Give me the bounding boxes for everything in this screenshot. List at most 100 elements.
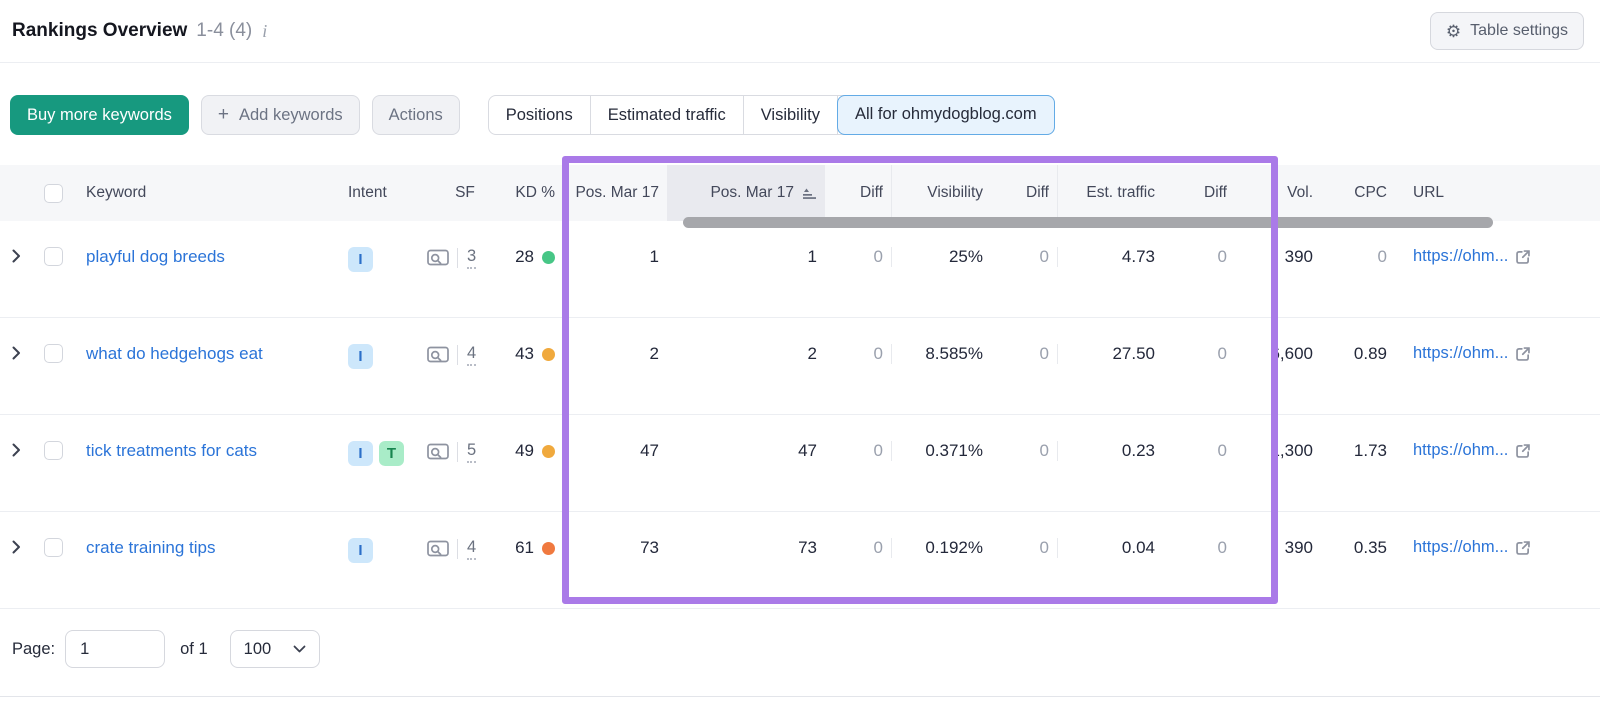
volume-value: 390 [1284, 247, 1313, 266]
keyword-link[interactable]: crate training tips [86, 538, 216, 557]
col-header-kd[interactable]: KD % [515, 184, 555, 201]
sf-divider [457, 539, 458, 559]
visibility-diff-value: 0 [1039, 247, 1049, 266]
cpc-value: 1.73 [1353, 441, 1387, 460]
col-header-diff-vis[interactable]: Diff [1026, 184, 1049, 201]
add-keywords-button[interactable]: + Add keywords [200, 95, 360, 135]
expand-chevron-icon[interactable] [10, 441, 23, 459]
page-size-select[interactable]: 100 [229, 630, 320, 668]
keyword-link[interactable]: tick treatments for cats [86, 441, 257, 460]
title-bar: Rankings Overview 1-4 (4) i ⚙ Table sett… [0, 0, 1600, 63]
col-header-diff-traffic[interactable]: Diff [1204, 184, 1227, 201]
segment-all-for-domain[interactable]: All for ohmydogblog.com [837, 95, 1055, 135]
col-header-sf[interactable]: SF [455, 184, 475, 201]
expand-chevron-icon[interactable] [10, 344, 23, 362]
horizontal-scrollbar[interactable] [683, 217, 1493, 228]
pos-diff-value: 0 [873, 538, 883, 557]
external-link-icon[interactable] [1515, 346, 1531, 362]
bottom-divider [0, 696, 1600, 697]
row-checkbox[interactable] [44, 538, 63, 557]
intent-badge-informational[interactable]: I [348, 441, 373, 466]
visibility-value: 8.585% [891, 344, 991, 364]
traffic-diff-value: 0 [1217, 247, 1227, 266]
traffic-diff-value: 0 [1217, 344, 1227, 363]
volume-value: 1,300 [1270, 441, 1313, 460]
serp-features-count[interactable]: 4 [467, 538, 477, 560]
serp-features-icon[interactable] [427, 249, 449, 268]
intent-badge-informational[interactable]: I [348, 538, 373, 563]
page-label: Page: [12, 639, 56, 658]
col-header-visibility[interactable]: Visibility [891, 165, 991, 221]
info-icon[interactable]: i [262, 20, 268, 41]
row-checkbox[interactable] [44, 441, 63, 460]
est-traffic-value: 0.04 [1057, 538, 1163, 558]
buy-more-keywords-button[interactable]: Buy more keywords [10, 95, 189, 135]
url-link[interactable]: https://ohm... [1413, 538, 1509, 556]
col-header-pos-prev[interactable]: Pos. Mar 17 [575, 184, 659, 201]
col-header-keyword[interactable]: Keyword [86, 184, 147, 201]
col-header-url[interactable]: URL [1413, 184, 1445, 201]
page-count-label: of 1 [180, 639, 208, 658]
col-header-diff-pos[interactable]: Diff [860, 184, 883, 201]
serp-features-count[interactable]: 3 [467, 247, 477, 269]
table-header-row: Keyword Intent SF KD % Pos. Mar 17 Pos. … [0, 165, 1600, 221]
plus-icon: + [217, 104, 229, 125]
expand-chevron-icon[interactable] [10, 538, 23, 556]
url-link[interactable]: https://ohm... [1413, 441, 1509, 459]
intent-badge-transactional[interactable]: T [379, 441, 404, 466]
pos-diff-value: 0 [873, 247, 883, 266]
serp-features-icon[interactable] [427, 443, 449, 462]
expand-chevron-icon[interactable] [10, 247, 23, 265]
kd-difficulty-dot [542, 541, 555, 555]
intent-badge-informational[interactable]: I [348, 247, 373, 272]
serp-features-count[interactable]: 5 [467, 441, 477, 463]
actions-button[interactable]: Actions [371, 95, 460, 135]
pos-prev-value: 73 [640, 538, 659, 557]
pos-prev-value: 2 [649, 344, 659, 363]
pos-curr-value: 73 [798, 538, 817, 557]
page-number-input[interactable] [65, 630, 166, 668]
volume-value: 6,600 [1270, 344, 1313, 363]
metric-segmented-control: Positions Estimated traffic Visibility A… [487, 95, 1055, 135]
pagination-bar: Page: of 1 100 [0, 609, 1600, 668]
gear-icon: ⚙ [1445, 21, 1462, 41]
table-row: crate training tips I 4 61 73 73 0 0.192… [0, 512, 1600, 609]
external-link-icon[interactable] [1515, 249, 1531, 265]
url-link[interactable]: https://ohm... [1413, 247, 1509, 265]
kd-difficulty-dot [542, 347, 555, 361]
sort-ascending-icon [802, 187, 817, 200]
col-header-cpc[interactable]: CPC [1354, 184, 1387, 201]
table-row: tick treatments for cats I T 5 49 47 47 … [0, 415, 1600, 512]
keyword-link[interactable]: playful dog breeds [86, 247, 225, 266]
table-settings-button[interactable]: ⚙ Table settings [1429, 12, 1584, 50]
row-checkbox[interactable] [44, 247, 63, 266]
segment-visibility[interactable]: Visibility [744, 96, 838, 134]
keyword-link[interactable]: what do hedgehogs eat [86, 344, 263, 363]
kd-value: 49 [515, 441, 534, 460]
segment-positions[interactable]: Positions [489, 96, 591, 134]
pos-prev-value: 1 [649, 247, 659, 266]
col-header-pos-curr[interactable]: Pos. Mar 17 [667, 165, 825, 221]
serp-features-icon[interactable] [427, 346, 449, 365]
serp-features-icon[interactable] [427, 540, 449, 559]
col-header-est-traffic[interactable]: Est. traffic [1057, 165, 1163, 221]
table-row: playful dog breeds I 3 28 1 1 0 25% 0 4.… [0, 221, 1600, 318]
cpc-value: 0.89 [1353, 344, 1387, 363]
kd-value: 61 [515, 538, 534, 557]
page-size-value: 100 [243, 639, 272, 658]
external-link-icon[interactable] [1515, 540, 1531, 556]
pos-diff-value: 0 [873, 441, 883, 460]
col-header-volume[interactable]: Vol. [1287, 184, 1313, 201]
row-checkbox[interactable] [44, 344, 63, 363]
intent-badge-informational[interactable]: I [348, 344, 373, 369]
rankings-table: Keyword Intent SF KD % Pos. Mar 17 Pos. … [0, 165, 1600, 609]
external-link-icon[interactable] [1515, 443, 1531, 459]
actions-label: Actions [388, 105, 443, 124]
url-link[interactable]: https://ohm... [1413, 344, 1509, 362]
col-header-intent[interactable]: Intent [348, 184, 387, 201]
segment-estimated-traffic[interactable]: Estimated traffic [591, 96, 744, 134]
serp-features-count[interactable]: 4 [467, 344, 477, 366]
kd-difficulty-dot [542, 250, 555, 264]
col-header-pos-curr-label: Pos. Mar 17 [710, 184, 794, 201]
select-all-checkbox[interactable] [44, 183, 63, 203]
